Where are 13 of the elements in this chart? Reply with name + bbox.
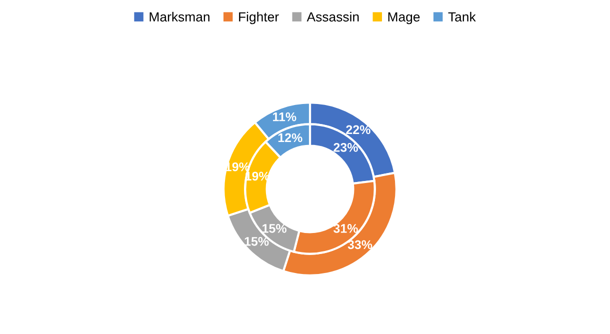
data-label: 15% xyxy=(262,224,286,233)
data-label: 23% xyxy=(334,143,358,152)
data-label: 31% xyxy=(333,224,358,233)
legend-label: Assassin xyxy=(306,12,359,22)
legend-label: Marksman xyxy=(150,12,210,22)
data-label: 22% xyxy=(346,125,370,134)
data-label: 11% xyxy=(273,112,296,122)
legend-label: Fighter xyxy=(239,12,279,24)
data-label: 12% xyxy=(278,133,302,142)
data-label: 15% xyxy=(244,236,269,246)
legend-label: Mage xyxy=(388,12,420,24)
data-label: 33% xyxy=(348,240,372,250)
legend-label: Tank xyxy=(448,12,476,22)
